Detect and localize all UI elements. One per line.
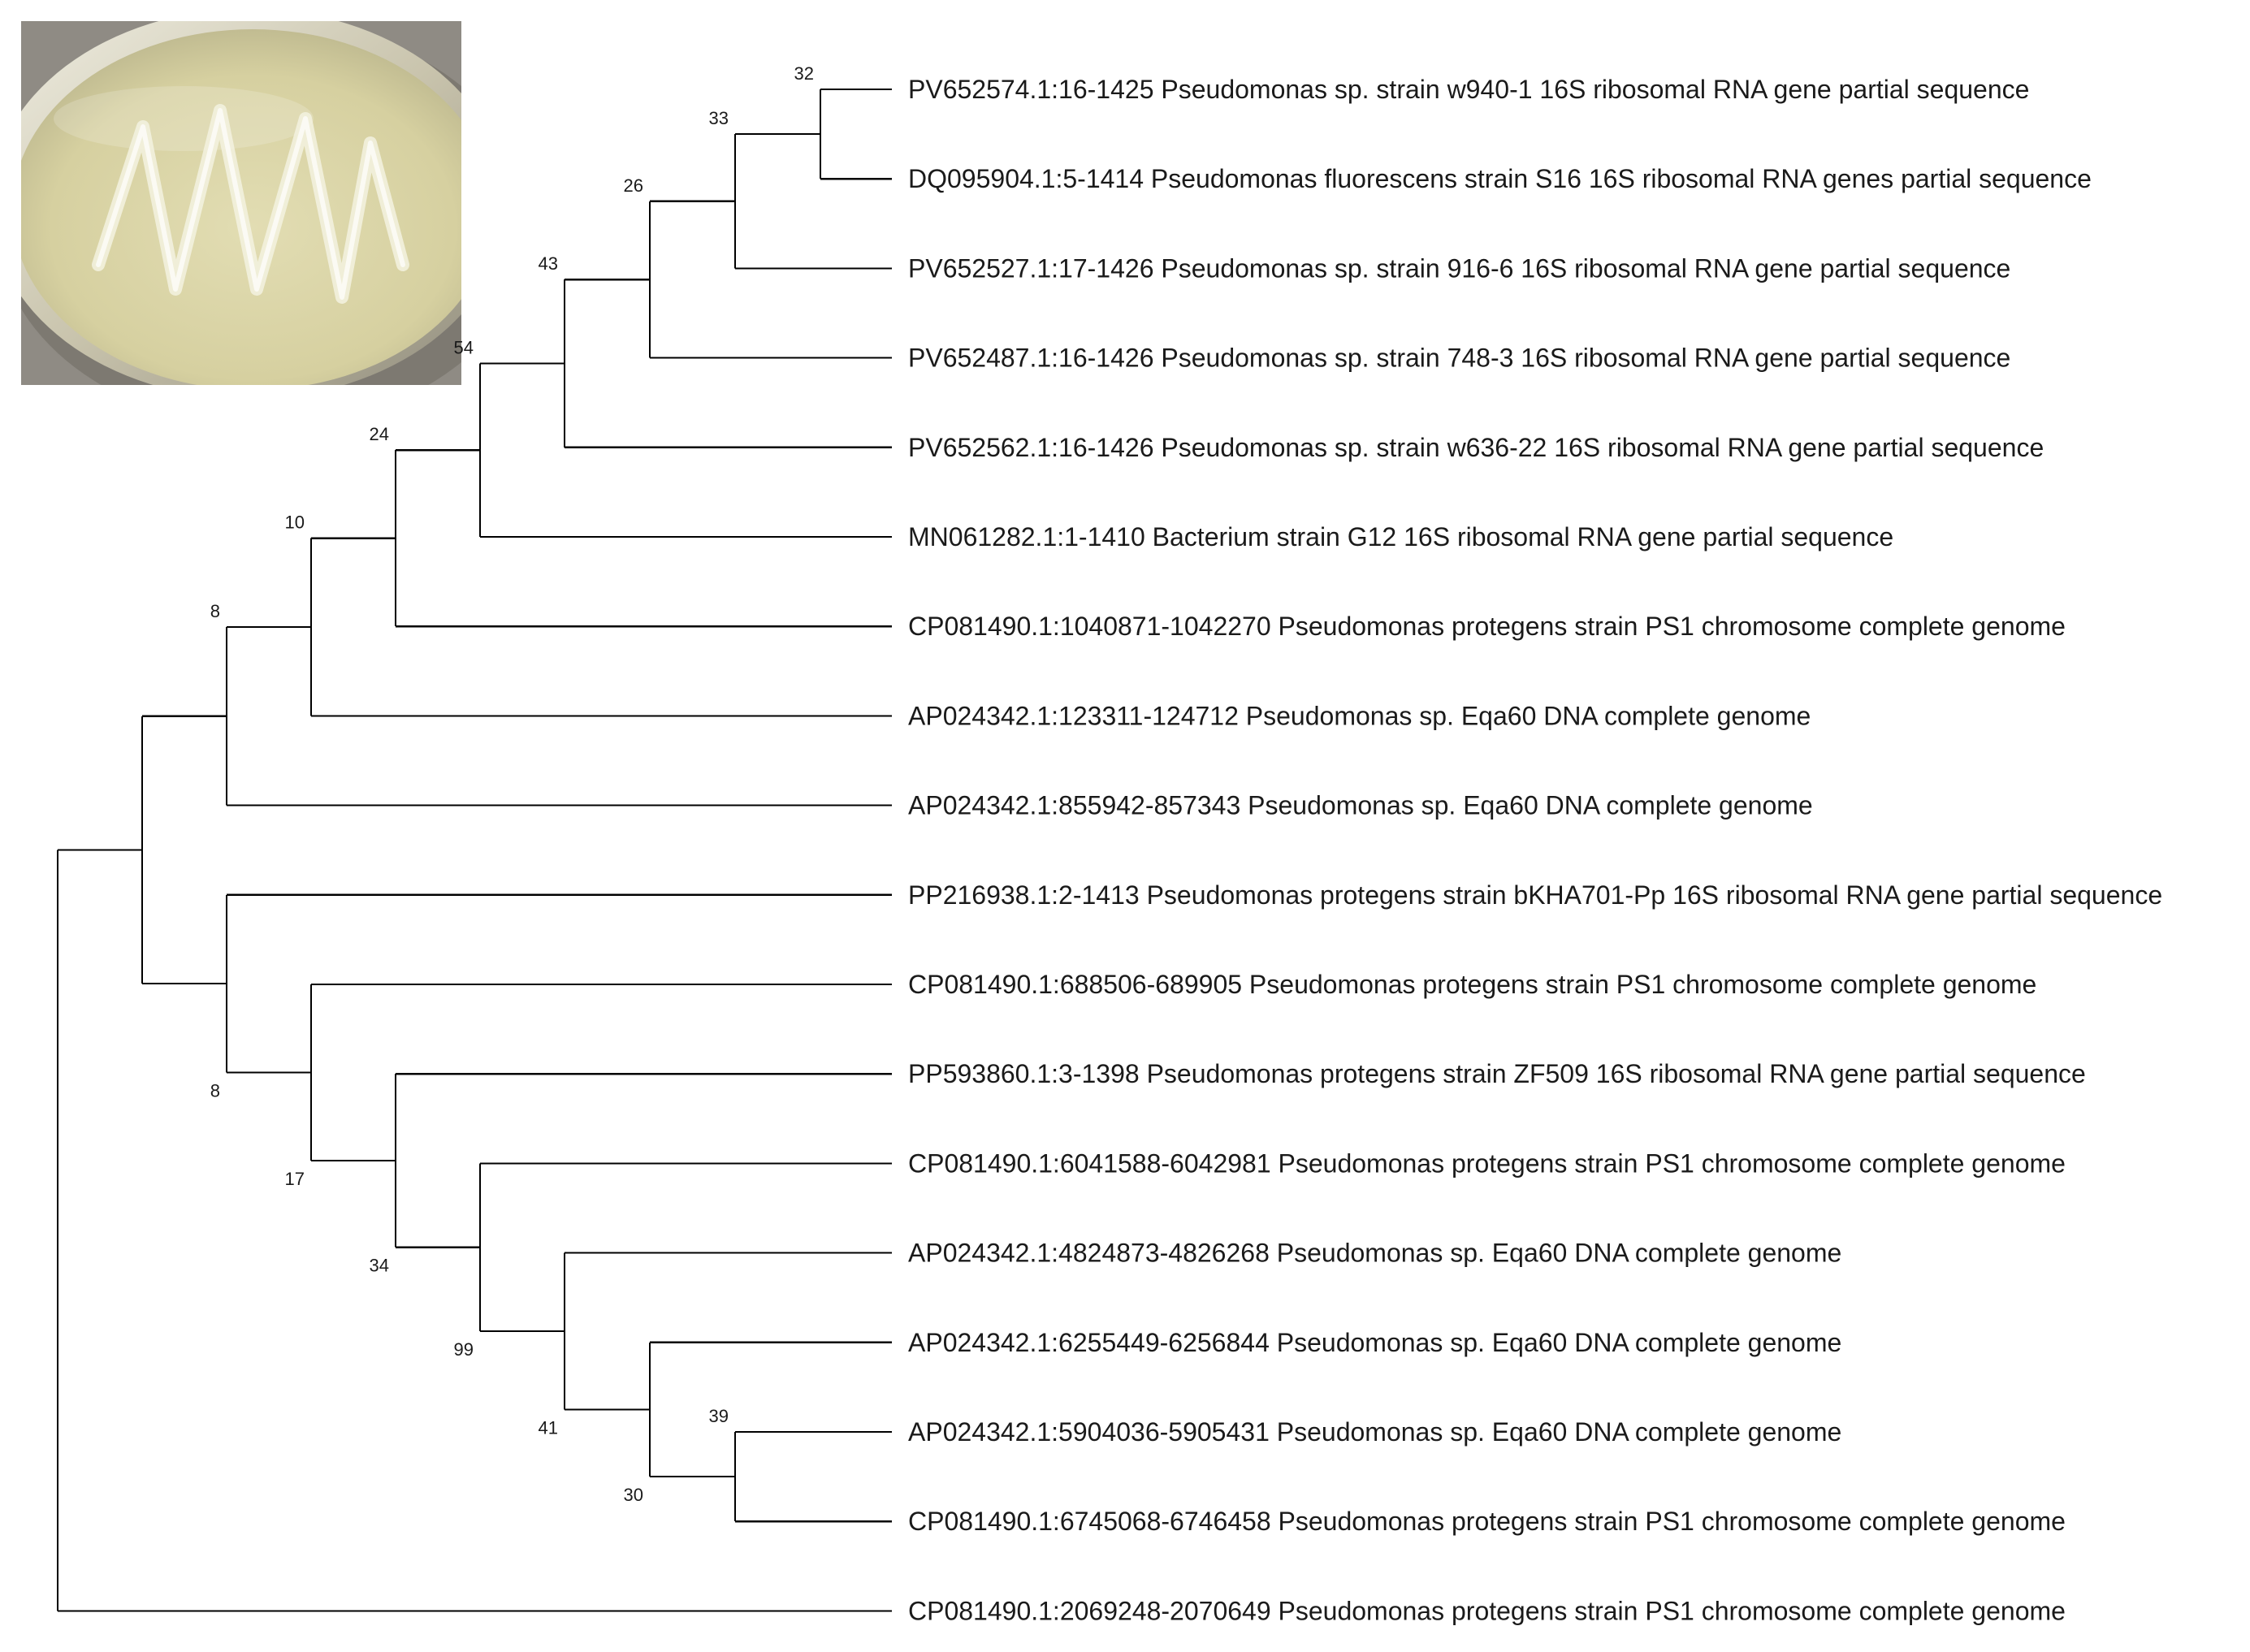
- taxon-label: AP024342.1:6255449-6256844 Pseudomonas s…: [908, 1328, 1841, 1357]
- taxon-label: DQ095904.1:5-1414 Pseudomonas fluorescen…: [908, 164, 2092, 193]
- taxon-label: CP081490.1:6745068-6746458 Pseudomonas p…: [908, 1507, 2066, 1536]
- bootstrap-value: 8: [210, 601, 220, 621]
- colony-streak-highlight: [96, 108, 405, 300]
- petri-dish-image: [21, 21, 461, 385]
- bootstrap-value: 39: [709, 1406, 729, 1426]
- taxon-label: CP081490.1:688506-689905 Pseudomonas pro…: [908, 970, 2036, 999]
- bootstrap-value: 8: [210, 1080, 220, 1101]
- taxon-label: PP216938.1:2-1413 Pseudomonas protegens …: [908, 880, 2162, 910]
- tree-branches: [56, 88, 892, 1612]
- taxon-label: PP593860.1:3-1398 Pseudomonas protegens …: [908, 1059, 2086, 1088]
- culture-plate-photo: [21, 21, 461, 385]
- taxon-label: CP081490.1:6041588-6042981 Pseudomonas p…: [908, 1148, 2066, 1178]
- bootstrap-value: 41: [539, 1417, 558, 1438]
- taxon-label: AP024342.1:4824873-4826268 Pseudomonas s…: [908, 1239, 1841, 1268]
- bootstrap-value: 99: [454, 1339, 474, 1360]
- bootstrap-value: 17: [285, 1169, 305, 1189]
- taxon-label: CP081490.1:2069248-2070649 Pseudomonas p…: [908, 1596, 2066, 1625]
- bootstrap-value: 10: [285, 512, 305, 533]
- bootstrap-values: 32 33 26 43 54 24 10 8 39 30 41 99 34 17 8: [210, 63, 814, 1505]
- bootstrap-value: 34: [370, 1256, 389, 1276]
- taxon-label: MN061282.1:1-1410 Bacterium strain G12 1…: [908, 522, 1893, 551]
- bootstrap-value: 33: [709, 108, 729, 128]
- taxon-label: AP024342.1:5904036-5905431 Pseudomonas s…: [908, 1417, 1841, 1447]
- taxon-label: AP024342.1:123311-124712 Pseudomonas sp.…: [908, 701, 1811, 730]
- taxon-label: PV652574.1:16-1425 Pseudomonas sp. strai…: [908, 75, 2029, 104]
- bootstrap-value: 54: [454, 337, 474, 357]
- taxon-labels: PV652574.1:16-1425 Pseudomonas sp. strai…: [908, 75, 2162, 1625]
- taxon-label: AP024342.1:855942-857343 Pseudomonas sp.…: [908, 791, 1813, 820]
- taxon-label: PV652527.1:17-1426 Pseudomonas sp. strai…: [908, 253, 2010, 283]
- bootstrap-value: 24: [370, 424, 389, 444]
- bootstrap-value: 32: [794, 63, 814, 84]
- taxon-label: CP081490.1:1040871-1042270 Pseudomonas p…: [908, 612, 2066, 641]
- bootstrap-value: 30: [624, 1485, 643, 1505]
- taxon-label: PV652487.1:16-1426 Pseudomonas sp. strai…: [908, 344, 2010, 373]
- taxon-label: PV652562.1:16-1426 Pseudomonas sp. strai…: [908, 433, 2044, 462]
- bootstrap-value: 26: [624, 175, 643, 196]
- dish-reflection: [54, 86, 314, 151]
- bootstrap-value: 43: [539, 253, 558, 274]
